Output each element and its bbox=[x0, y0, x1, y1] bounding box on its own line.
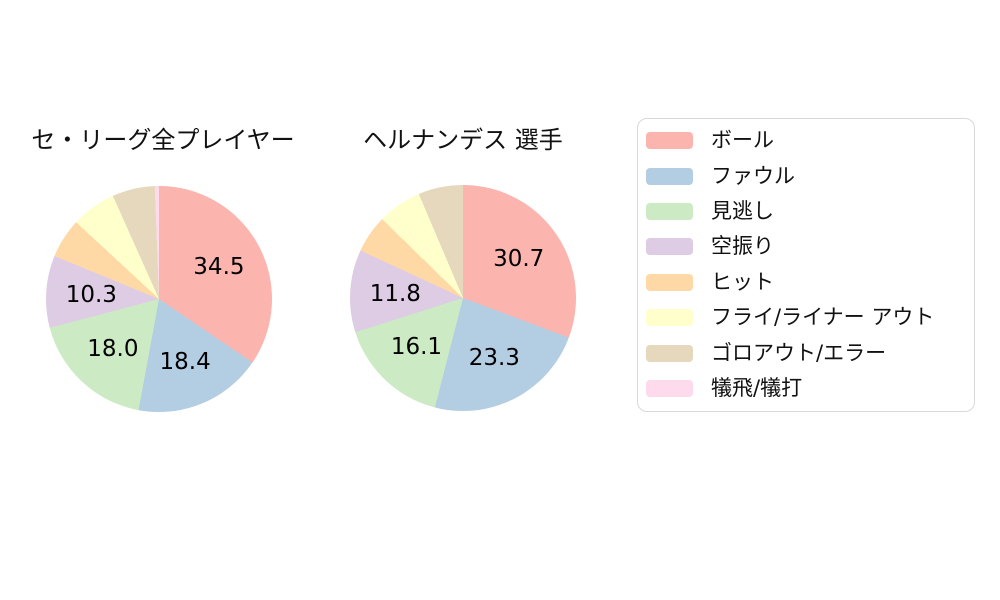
pie2-title: ヘルナンデス 選手 bbox=[363, 126, 563, 154]
legend-row-groundout-error: ゴロアウト/エラー bbox=[646, 335, 974, 370]
legend-label-swinging-strike: 空振り bbox=[711, 234, 774, 259]
legend-label-hit: ヒット bbox=[711, 269, 774, 294]
legend-swatch-called-strike bbox=[646, 202, 693, 220]
pie-value-label: 18.4 bbox=[159, 348, 211, 375]
legend-row-fly-liner-out: フライ/ライナー アウト bbox=[646, 300, 974, 335]
pie-value-label: 16.1 bbox=[390, 334, 443, 361]
legend-swatch-foul bbox=[646, 167, 693, 185]
legend-swatch-fly-liner-out bbox=[646, 309, 693, 327]
pie-ce-league-all-players: 34.5 18.4 18.0 10.3 bbox=[46, 186, 272, 412]
legend-swatch-hit bbox=[646, 273, 693, 291]
pie-hernandez-player: 30.7 23.3 16.1 11.8 bbox=[350, 185, 576, 411]
legend-label-groundout-error: ゴロアウト/エラー bbox=[711, 340, 887, 365]
pie-value-label: 23.3 bbox=[468, 345, 520, 372]
pie-value-label: 10.3 bbox=[65, 281, 117, 308]
legend-swatch-ball bbox=[646, 132, 693, 150]
pie-value-label: 30.7 bbox=[493, 246, 545, 273]
pie-value-label: 18.0 bbox=[87, 335, 139, 362]
pie-value-label: 34.5 bbox=[193, 254, 245, 281]
legend-swatch-sacrifice bbox=[646, 379, 693, 397]
legend-label-ball: ボール bbox=[711, 128, 774, 153]
legend: ボール ファウル 見逃し 空振り ヒット フライ/ライナー アウト ゴロアウト/… bbox=[637, 118, 975, 412]
legend-label-fly-liner-out: フライ/ライナー アウト bbox=[711, 305, 935, 330]
legend-swatch-swinging-strike bbox=[646, 238, 693, 256]
pie1-title: セ・リーグ全プレイヤー bbox=[31, 126, 295, 154]
legend-label-foul: ファウル bbox=[711, 163, 795, 188]
legend-row-sacrifice: 犠飛/犠打 bbox=[646, 371, 974, 406]
legend-label-sacrifice: 犠飛/犠打 bbox=[711, 375, 803, 400]
legend-row-swinging-strike: 空振り bbox=[646, 229, 974, 264]
legend-row-foul: ファウル bbox=[646, 158, 974, 193]
legend-row-hit: ヒット bbox=[646, 265, 974, 300]
legend-row-called-strike: 見逃し bbox=[646, 194, 974, 229]
legend-label-called-strike: 見逃し bbox=[711, 198, 774, 223]
pie-value-label: 11.8 bbox=[369, 280, 421, 307]
legend-swatch-groundout-error bbox=[646, 344, 693, 362]
legend-row-ball: ボール bbox=[646, 123, 974, 158]
